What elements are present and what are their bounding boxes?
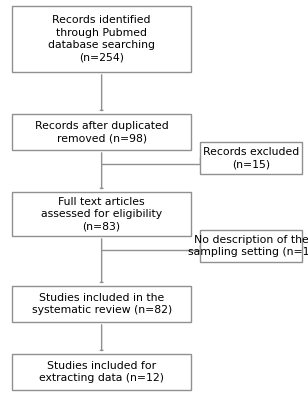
Text: Records excluded
(n=15): Records excluded (n=15) (203, 147, 299, 169)
Text: No description of the
sampling setting (n=1): No description of the sampling setting (… (188, 235, 308, 257)
Text: Full text articles
assessed for eligibility
(n=83): Full text articles assessed for eligibil… (41, 196, 162, 231)
FancyBboxPatch shape (200, 230, 302, 262)
FancyBboxPatch shape (12, 6, 191, 72)
Text: Studies included in the
systematic review (n=82): Studies included in the systematic revie… (31, 293, 172, 315)
Text: Studies included for
extracting data (n=12): Studies included for extracting data (n=… (39, 361, 164, 383)
FancyBboxPatch shape (200, 142, 302, 174)
Text: Records identified
through Pubmed
database searching
(n=254): Records identified through Pubmed databa… (48, 15, 155, 63)
FancyBboxPatch shape (12, 354, 191, 390)
FancyBboxPatch shape (12, 114, 191, 150)
FancyBboxPatch shape (12, 192, 191, 236)
Text: Records after duplicated
removed (n=98): Records after duplicated removed (n=98) (35, 121, 168, 143)
FancyBboxPatch shape (12, 286, 191, 322)
